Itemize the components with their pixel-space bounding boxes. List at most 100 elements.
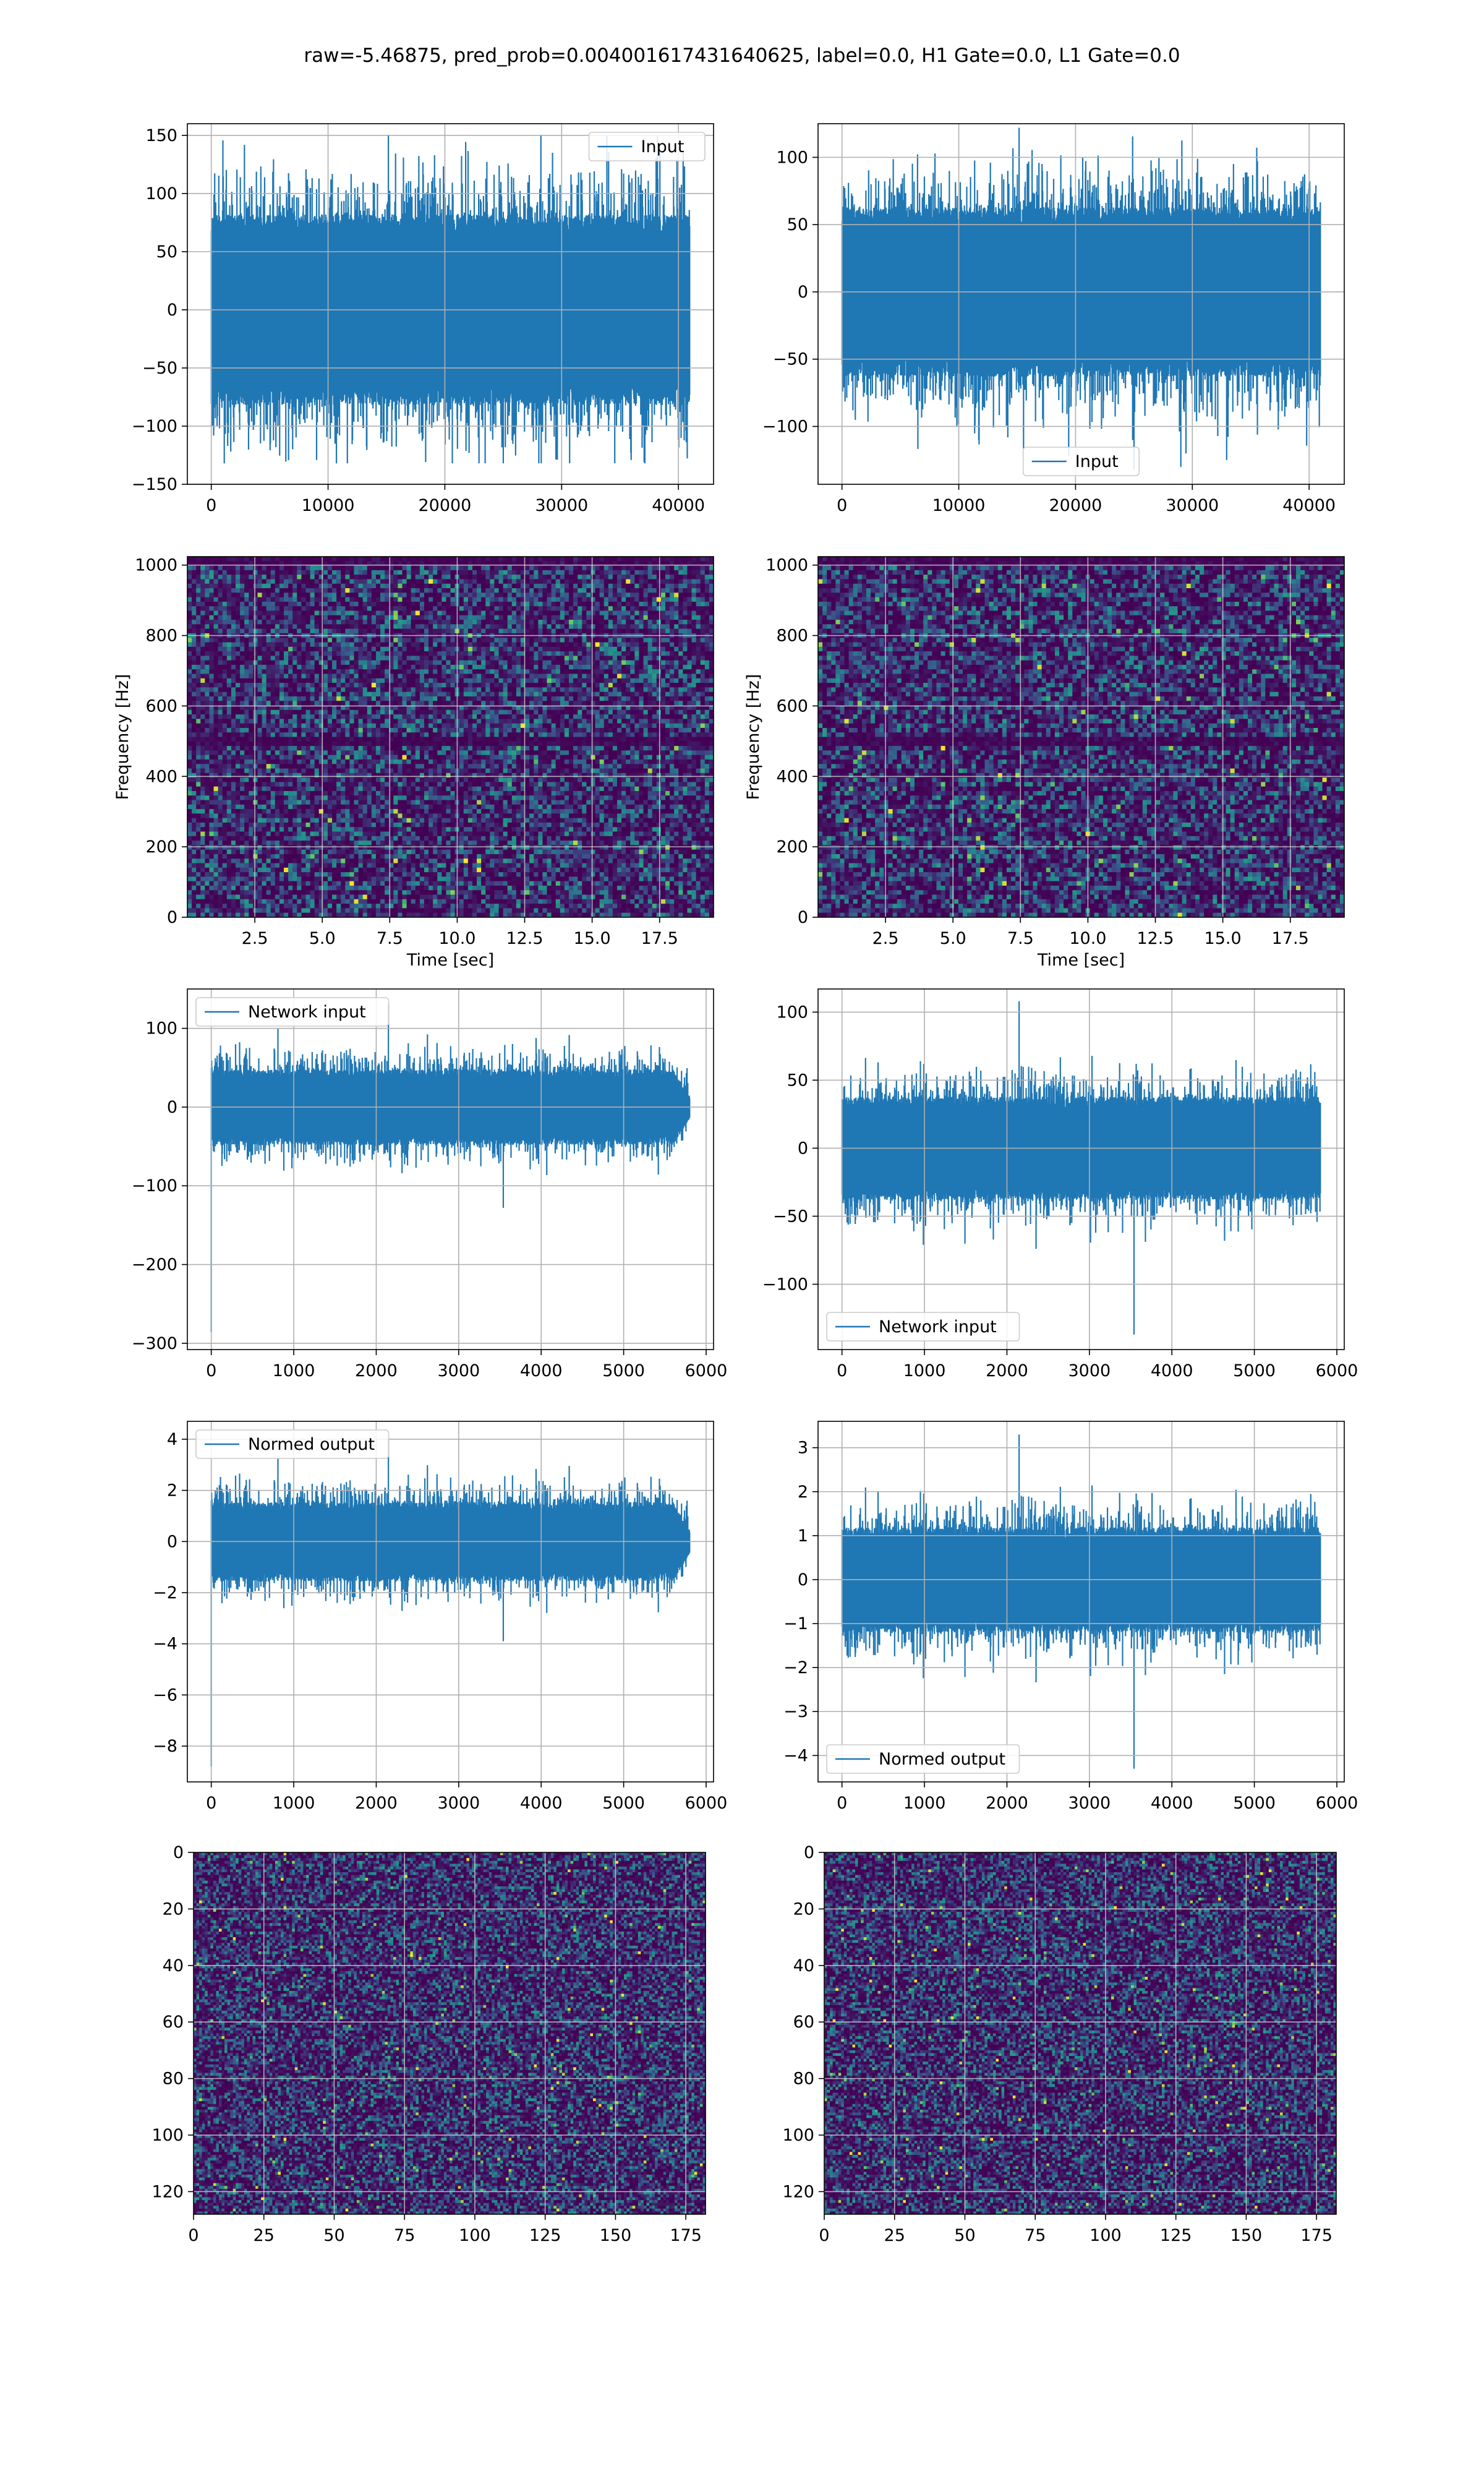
heatmap-cell <box>310 683 315 688</box>
heatmap-cell <box>552 575 556 580</box>
heatmap-cell <box>591 638 595 643</box>
heatmap-cell <box>490 593 495 597</box>
heatmap-cell <box>692 674 697 678</box>
heatmap-cell <box>578 669 582 674</box>
heatmap-cell <box>503 606 508 611</box>
heatmap-cell <box>398 656 403 661</box>
heatmap-cell <box>420 557 425 562</box>
heatmap-cell <box>218 683 223 688</box>
heatmap-cell <box>617 678 622 683</box>
heatmap-cell <box>279 651 284 656</box>
heatmap-cell <box>433 606 438 611</box>
heatmap-cell <box>472 588 477 593</box>
heatmap-cell <box>385 687 390 692</box>
heatmap-cell <box>678 557 683 562</box>
heatmap-cell <box>441 732 446 737</box>
heatmap-cell <box>512 710 517 715</box>
heatmap-cell <box>349 597 354 602</box>
heatmap-cell <box>424 737 429 742</box>
heatmap-cell <box>349 678 354 683</box>
heatmap-cell <box>279 732 284 737</box>
heatmap-cell <box>349 656 354 661</box>
heatmap-cell <box>223 714 228 719</box>
heatmap-cell <box>363 638 368 643</box>
heatmap-cell <box>393 724 398 729</box>
heatmap-cell <box>565 557 569 562</box>
heatmap-cell <box>639 710 644 715</box>
heatmap-cell <box>380 579 385 584</box>
heatmap-cell <box>407 624 412 629</box>
heatmap-cell <box>591 714 595 719</box>
heatmap-cell <box>573 624 578 629</box>
heatmap-cell <box>257 647 262 652</box>
heatmap-cell <box>227 629 232 634</box>
heatmap-cell <box>363 674 368 678</box>
heatmap-cell <box>292 615 297 620</box>
heatmap-cell <box>323 724 328 729</box>
heatmap-cell <box>416 584 420 589</box>
heatmap-cell <box>187 602 192 607</box>
heatmap-cell <box>336 656 341 661</box>
heatmap-cell <box>534 642 539 647</box>
heatmap-cell <box>565 651 569 656</box>
heatmap-cell <box>196 588 201 593</box>
heatmap-cell <box>429 669 433 674</box>
heatmap-cell <box>538 687 543 692</box>
heatmap-cell <box>253 669 258 674</box>
heatmap-cell <box>407 566 412 571</box>
heatmap-cell <box>678 661 683 666</box>
heatmap-cell <box>542 593 547 597</box>
heatmap-cell <box>630 588 635 593</box>
heatmap-cell <box>464 737 469 742</box>
heatmap-cell <box>678 714 683 719</box>
heatmap-cell <box>227 656 232 661</box>
heatmap-cell <box>301 669 306 674</box>
heatmap-cell <box>613 638 618 643</box>
heatmap-cell <box>446 642 451 647</box>
heatmap-cell <box>231 638 236 643</box>
heatmap-cell <box>485 696 490 701</box>
heatmap-cell <box>494 692 499 697</box>
heatmap-cell <box>683 651 688 656</box>
heatmap-cell <box>477 710 482 715</box>
heatmap-cell <box>670 687 675 692</box>
heatmap-cell <box>288 683 293 688</box>
heatmap-cell <box>529 575 534 580</box>
heatmap-cell <box>459 647 464 652</box>
heatmap-cell <box>604 732 609 737</box>
heatmap-cell <box>253 714 258 719</box>
heatmap-cell <box>328 620 333 625</box>
heatmap-cell <box>485 624 490 629</box>
heatmap-cell <box>363 575 368 580</box>
heatmap-cell <box>678 687 683 692</box>
heatmap-cell <box>538 629 543 634</box>
heatmap-cell <box>604 696 609 701</box>
heatmap-cell <box>534 629 539 634</box>
heatmap-cell <box>236 669 241 674</box>
heatmap-cell <box>665 566 670 571</box>
heatmap-cell <box>429 629 433 634</box>
heatmap-cell <box>525 610 530 615</box>
heatmap-cell <box>420 737 425 742</box>
heatmap-cell <box>262 647 267 652</box>
heatmap-cell <box>665 728 670 733</box>
heatmap-cell <box>494 606 499 611</box>
heatmap-cell <box>595 620 600 625</box>
heatmap-cell <box>249 724 254 729</box>
heatmap-cell <box>218 678 223 683</box>
heatmap-cell <box>301 651 306 656</box>
heatmap-cell <box>472 656 477 661</box>
heatmap-cell <box>433 579 438 584</box>
heatmap-cell <box>683 584 688 589</box>
heatmap-cell <box>652 678 657 683</box>
heatmap-cell <box>652 656 657 661</box>
heatmap-cell <box>600 683 605 688</box>
heatmap-cell <box>674 651 679 656</box>
heatmap-cell <box>267 624 271 629</box>
heatmap-cell <box>648 732 653 737</box>
heatmap-cell <box>490 638 495 643</box>
heatmap-cell <box>214 728 219 733</box>
heatmap-cell <box>292 570 297 575</box>
heatmap-cell <box>223 629 228 634</box>
heatmap-cell <box>552 674 556 678</box>
